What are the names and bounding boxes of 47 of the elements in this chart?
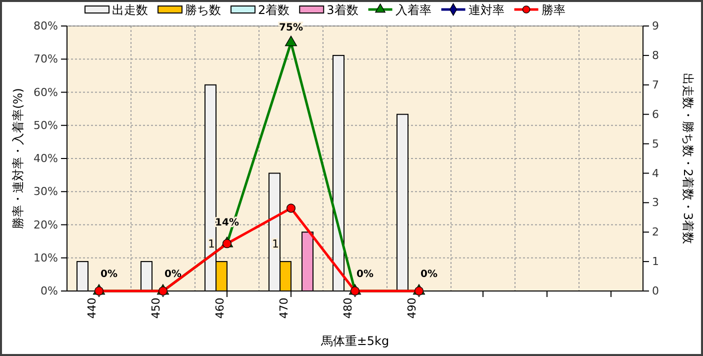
x-tick-label: 460 [214, 298, 227, 319]
legend-label: 勝率 [541, 3, 566, 17]
y2-tick-label: 1 [652, 255, 659, 268]
y2-tick-label: 6 [652, 108, 659, 121]
y2-tick-label: 0 [652, 284, 659, 298]
y2-axis-title: 出走数・勝ち数・2着数・3着数 [681, 72, 695, 244]
data-label: 75% [279, 22, 303, 34]
legend-label: 3着数 [326, 3, 358, 17]
point [286, 204, 296, 213]
bar [140, 261, 152, 292]
y2-tick-label: 7 [652, 78, 659, 92]
data-label: 1 [272, 238, 279, 251]
y-tick-label: 80% [34, 20, 58, 33]
point [285, 36, 297, 46]
x-tick-label: 450 [150, 298, 163, 319]
x-axis-title: 馬体重±5kg [320, 334, 390, 348]
point [222, 239, 232, 248]
x-tick-label: 480 [342, 298, 355, 319]
y2-tick-label: 3 [652, 196, 659, 210]
legend-label: 2着数 [258, 3, 290, 17]
y2-tick-label: 5 [652, 137, 659, 150]
y-tick-label: 70% [34, 52, 58, 66]
y-tick-label: 10% [34, 251, 58, 264]
legend-label: 入着率 [395, 3, 432, 17]
y2-tick-label: 2 [652, 226, 659, 239]
x-tick-label: 470 [278, 298, 291, 319]
legend-label: 勝ち数 [185, 3, 221, 17]
data-label: 0% [420, 269, 438, 280]
legend-label: 出走数 [112, 3, 148, 17]
y-tick-label: 50% [34, 118, 58, 132]
y2-tick-label: 9 [652, 20, 659, 33]
y-tick-label: 40% [34, 152, 58, 166]
y2-tick-label: 4 [652, 166, 659, 180]
y-tick-label: 30% [34, 185, 58, 198]
y-tick-label: 0% [40, 284, 58, 298]
data-label: 0% [100, 269, 118, 280]
y-tick-label: 60% [34, 86, 58, 99]
y2-tick-label: 8 [652, 48, 659, 62]
x-tick-label: 440 [86, 298, 99, 319]
x-tick-label: 490 [406, 298, 419, 319]
y-tick-label: 20% [34, 218, 58, 232]
data-label: 1 [208, 238, 215, 251]
data-label: 0% [356, 269, 374, 280]
y-axis-title: 勝率・連対率・入着率(%) [11, 88, 25, 229]
data-label: 0% [164, 269, 182, 280]
legend-label: 連対率 [468, 3, 504, 17]
bar [396, 114, 408, 292]
